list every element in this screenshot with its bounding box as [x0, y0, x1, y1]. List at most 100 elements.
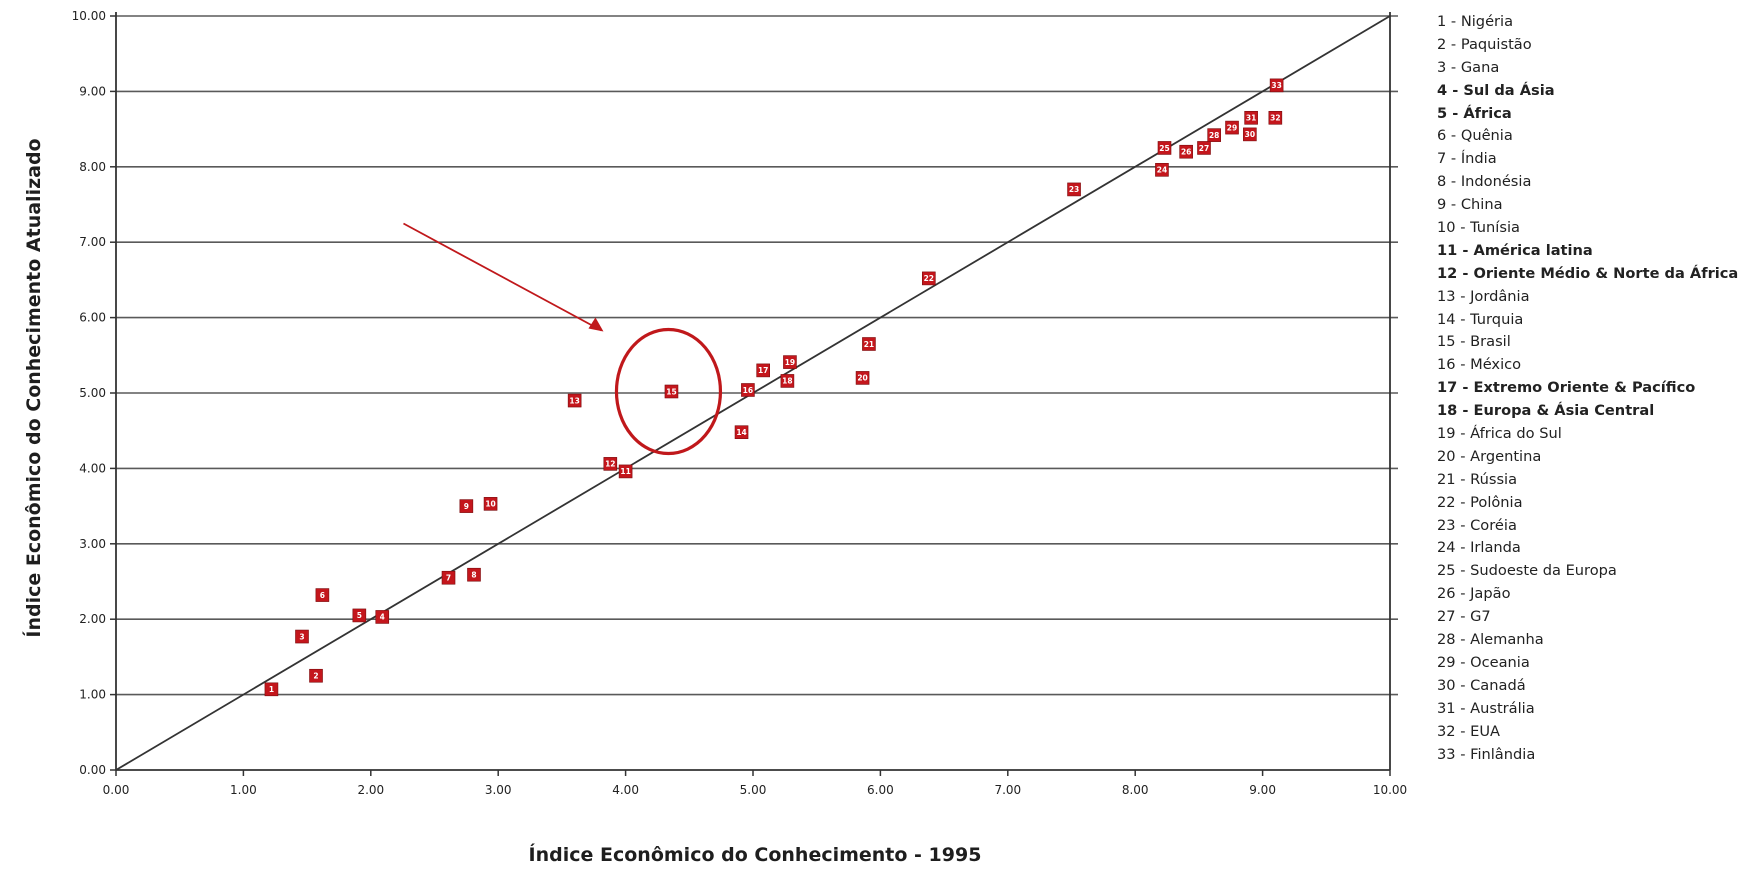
point-label: 27: [1199, 144, 1209, 153]
point-label: 4: [380, 613, 385, 622]
data-point: 7: [441, 570, 456, 585]
data-point: 12: [603, 457, 618, 471]
point-marker: [375, 610, 390, 624]
point-label: 11: [620, 467, 630, 476]
legend-item: 13 - Jordânia: [1437, 287, 1530, 305]
x-tick-label: 1.00: [230, 783, 257, 797]
point-marker: [352, 608, 367, 623]
point-label: 29: [1227, 123, 1237, 132]
x-tick-label: 9.00: [1249, 783, 1276, 797]
data-point: 26: [1179, 144, 1193, 159]
y-tick-label: 0.00: [79, 763, 106, 777]
data-point: 33: [1269, 78, 1284, 93]
data-point: 3: [295, 629, 309, 644]
point-label: 18: [782, 377, 792, 386]
point-label: 14: [736, 428, 746, 437]
arrow-head: [588, 317, 604, 332]
point-marker: [756, 363, 770, 378]
data-point: 27: [1197, 141, 1211, 155]
point-label: 12: [605, 460, 615, 469]
y-tick-label: 3.00: [79, 537, 106, 551]
point-label: 28: [1209, 131, 1219, 140]
point-marker: [1243, 127, 1257, 142]
point-label: 3: [299, 632, 304, 641]
data-point: 6: [315, 588, 330, 602]
x-tick-label: 2.00: [357, 783, 384, 797]
point-marker: [441, 570, 456, 585]
data-point: 18: [780, 374, 795, 388]
point-label: 30: [1245, 130, 1255, 139]
data-point: 16: [741, 383, 755, 397]
legend-item: 31 - Austrália: [1437, 699, 1535, 717]
y-tick-label: 5.00: [79, 386, 106, 400]
data-point: 23: [1067, 182, 1081, 197]
y-tick-label: 7.00: [79, 235, 106, 249]
legend-item: 33 - Finlândia: [1437, 745, 1536, 763]
point-label: 23: [1069, 185, 1079, 194]
legend-item: 2 - Paquistão: [1437, 35, 1532, 53]
point-label: 8: [471, 571, 476, 580]
point-marker: [1197, 141, 1211, 155]
point-label: 6: [320, 591, 325, 600]
legend-item: 12 - Oriente Médio & Norte da África: [1437, 264, 1739, 282]
point-label: 32: [1270, 114, 1280, 123]
y-tick-label: 4.00: [79, 461, 106, 475]
point-label: 16: [743, 386, 753, 395]
highlight-circle: [614, 327, 723, 456]
legend-item: 8 - Indonésia: [1437, 173, 1532, 191]
annotation-arrow: [403, 222, 602, 332]
legend-item: 6 - Quênia: [1437, 127, 1513, 145]
point-marker: [1244, 110, 1258, 125]
data-point: 32: [1268, 110, 1283, 125]
point-marker: [664, 384, 679, 399]
point-marker: [618, 464, 633, 479]
y-tick-label: 6.00: [79, 311, 106, 325]
point-label: 17: [758, 366, 768, 375]
point-marker: [1207, 128, 1221, 142]
legend-item: 25 - Sudoeste da Europa: [1437, 562, 1617, 580]
data-point: 5: [352, 608, 367, 623]
legend-item: 3 - Gana: [1437, 58, 1500, 76]
point-label: 25: [1159, 144, 1169, 153]
legend-item: 9 - China: [1437, 196, 1503, 214]
point-marker: [467, 567, 481, 582]
legend-item: 26 - Japão: [1437, 585, 1511, 603]
data-point: 22: [922, 271, 936, 286]
x-tick-label: 0.00: [103, 783, 130, 797]
point-marker: [567, 393, 582, 408]
legend-item: 32 - EUA: [1437, 722, 1500, 740]
point-marker: [734, 425, 749, 440]
legend-item: 11 - América latina: [1437, 241, 1593, 259]
y-tick-label: 2.00: [79, 612, 106, 626]
data-point: 21: [862, 337, 876, 351]
data-point: 25: [1157, 141, 1172, 155]
legend-item: 15 - Brasil: [1437, 333, 1511, 351]
legend-item: 5 - África: [1437, 104, 1512, 122]
data-point: 20: [855, 371, 870, 385]
point-marker: [922, 271, 936, 286]
legend-item: 22 - Polônia: [1437, 493, 1523, 511]
data-point: 28: [1207, 128, 1221, 142]
annotations: [403, 222, 723, 456]
legend-item: 27 - G7: [1437, 608, 1491, 626]
x-tick-label: 10.00: [1373, 783, 1407, 797]
point-marker: [459, 499, 474, 513]
y-tick-label: 8.00: [79, 160, 106, 174]
data-point: 10: [483, 497, 498, 511]
point-label: 15: [666, 387, 676, 396]
x-axis-title: Índice Econômico do Conhecimento - 1995: [529, 843, 982, 866]
data-point: 24: [1155, 163, 1169, 177]
point-marker: [1157, 141, 1172, 155]
point-label: 10: [485, 500, 495, 509]
point-marker: [780, 374, 795, 388]
data-point: 30: [1243, 127, 1257, 142]
legend-item: 23 - Coréia: [1437, 516, 1517, 534]
x-tick-label: 8.00: [1122, 783, 1149, 797]
data-point: 9: [459, 499, 474, 513]
point-marker: [1268, 110, 1283, 125]
data-point: 14: [734, 425, 749, 440]
point-label: 13: [569, 396, 579, 405]
data-point: 2: [309, 668, 323, 683]
point-label: 2: [313, 672, 318, 681]
legend-item: 10 - Tunísia: [1437, 219, 1520, 237]
